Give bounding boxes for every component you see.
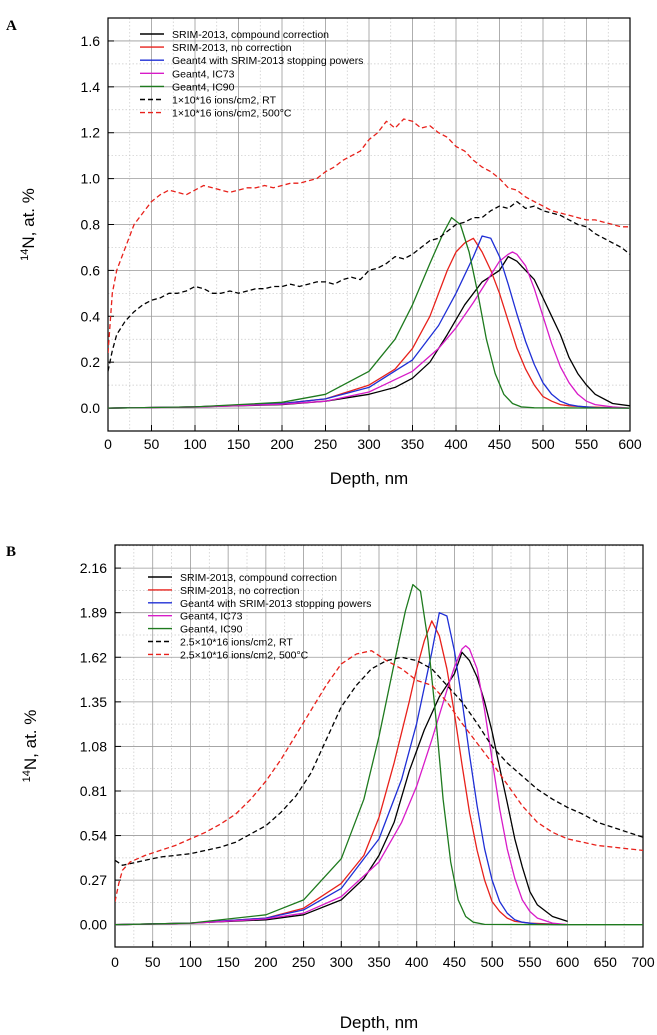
chart-a-legend-label-2: Geant4 with SRIM-2013 stopping powers	[172, 55, 363, 67]
chart-a-x-tick-label: 300	[357, 436, 381, 452]
chart-a-series-line-5	[108, 200, 630, 372]
chart-a-x-tick-label: 250	[314, 436, 338, 452]
chart-panel-a: 0 50 100 150 200 250 300 350 400 450 500 550 600 0.0 0…	[19, 17, 642, 488]
chart-b-legend-label-3: Geant4, IC73	[180, 611, 243, 623]
chart-b-x-tick-label: 100	[179, 954, 203, 970]
chart-a-legend-label-4: Geant4, IC90	[172, 81, 235, 93]
chart-b-series-line-5	[115, 656, 643, 866]
chart-b-y-tick-label: 1.89	[80, 605, 107, 621]
chart-b-legend-label-6: 2.5×10*16 ions/cm2, 500°C	[180, 649, 309, 661]
chart-a-y-tick-label: 0.4	[81, 308, 101, 324]
chart-b-series-line-0	[115, 651, 568, 926]
chart-a-series-line-3	[108, 251, 630, 409]
chart-a-y-tick-label: 0.0	[81, 400, 101, 416]
chart-b-y-axis-title: 14N, at. %	[21, 710, 40, 783]
chart-b-x-tick-label: 450	[443, 954, 467, 970]
chart-a-legend-label-6: 1×10*16 ions/cm2, 500°C	[172, 108, 292, 120]
chart-b-x-tick-label: 600	[556, 954, 580, 970]
chart-a-series-line-4	[108, 216, 630, 409]
chart-b-y-tick-label: 1.35	[80, 694, 107, 710]
chart-a-y-tick-label: 0.8	[81, 217, 101, 233]
chart-b-x-tick-label: 300	[330, 954, 354, 970]
chart-b-x-tick-label: 650	[594, 954, 618, 970]
chart-b-legend-label-5: 2.5×10*16 ions/cm2, RT	[180, 637, 293, 649]
chart-a-x-tick-label: 100	[183, 436, 207, 452]
chart-panel-b: 0 50 100 150 200 250 300 350 400 450 500 550 600 650 7…	[21, 544, 655, 1032]
chart-a-y-axis-title: 14N, at. %	[19, 188, 38, 261]
chart-a-series-group	[108, 118, 630, 409]
chart-b-x-tick-label: 50	[145, 954, 161, 970]
chart-a-x-tick-label: 450	[488, 436, 512, 452]
chart-b-legend-label-4: Geant4, IC90	[180, 624, 243, 636]
chart-a-y-tick-label: 0.6	[81, 262, 101, 278]
chart-a-legend-label-5: 1×10*16 ions/cm2, RT	[172, 95, 277, 107]
chart-a-legend-label-3: Geant4, IC73	[172, 68, 235, 80]
chart-a-series-line-0	[108, 255, 630, 409]
chart-a-y-tick-label: 1.0	[81, 171, 101, 187]
chart-b-x-axis-title: Depth, nm	[340, 1013, 418, 1032]
chart-b-legend: SRIM-2013, compound correctionSRIM-2013,…	[148, 572, 371, 661]
chart-b-y-tick-label: 1.08	[80, 738, 107, 754]
panel-letter-b: B	[6, 544, 16, 560]
chart-b-series-line-4	[115, 583, 643, 926]
chart-b-y-tick-label: 0.00	[80, 917, 107, 933]
chart-b-y-tick-label: 0.27	[80, 872, 107, 888]
chart-a-series-line-6	[108, 118, 630, 354]
chart-b-x-tick-label: 400	[405, 954, 429, 970]
chart-a-x-tick-label: 500	[531, 436, 555, 452]
chart-b-y-tick-label: 2.16	[80, 560, 107, 576]
chart-b-y-tick-label: 0.81	[80, 783, 107, 799]
chart-b-series-line-1	[115, 620, 568, 926]
chart-b-series-line-2	[115, 612, 568, 926]
chart-b-legend-label-0: SRIM-2013, compound correction	[180, 572, 337, 584]
chart-a-x-tick-label: 50	[144, 436, 160, 452]
chart-a-series-line-2	[108, 235, 630, 409]
chart-a-x-tick-label: 150	[227, 436, 251, 452]
chart-b-x-tick-label: 550	[518, 954, 542, 970]
chart-b-x-tick-label: 0	[111, 954, 119, 970]
chart-a-legend-label-0: SRIM-2013, compound correction	[172, 29, 329, 41]
chart-a-legend: SRIM-2013, compound correctionSRIM-2013,…	[140, 29, 363, 120]
chart-a-legend-label-1: SRIM-2013, no correction	[172, 42, 292, 54]
chart-a-x-tick-label: 600	[618, 436, 642, 452]
chart-a-x-axis-title: Depth, nm	[330, 469, 408, 488]
panel-letter-a: A	[6, 18, 17, 34]
chart-b-legend-label-1: SRIM-2013, no correction	[180, 585, 300, 597]
chart-a-y-tick-label: 0.2	[81, 354, 101, 370]
chart-b-series-line-3	[115, 645, 568, 926]
chart-a-x-tick-label: 400	[444, 436, 468, 452]
chart-b-series-line-6	[115, 650, 643, 902]
chart-a-x-tick-label: 550	[575, 436, 599, 452]
chart-a-y-tick-label: 1.2	[81, 125, 101, 141]
chart-b-legend-label-2: Geant4 with SRIM-2013 stopping powers	[180, 598, 371, 610]
chart-a-x-tick-label: 0	[104, 436, 112, 452]
chart-b-series-group	[115, 583, 643, 926]
chart-a-x-tick-label: 200	[270, 436, 294, 452]
chart-a-series-line-1	[108, 237, 630, 409]
chart-b-x-tick-label: 700	[631, 954, 655, 970]
chart-a-y-tick-label: 1.4	[81, 79, 101, 95]
chart-b-x-tick-label: 350	[367, 954, 391, 970]
chart-b-x-tick-label: 200	[254, 954, 278, 970]
chart-a-y-tick-label: 1.6	[81, 33, 101, 49]
chart-b-y-tick-label: 0.54	[80, 828, 107, 844]
chart-a-x-tick-label: 350	[401, 436, 425, 452]
chart-b-x-tick-label: 500	[480, 954, 504, 970]
chart-b-y-tick-label: 1.62	[80, 649, 107, 665]
chart-b-x-tick-label: 250	[292, 954, 316, 970]
chart-b-x-tick-label: 150	[216, 954, 240, 970]
